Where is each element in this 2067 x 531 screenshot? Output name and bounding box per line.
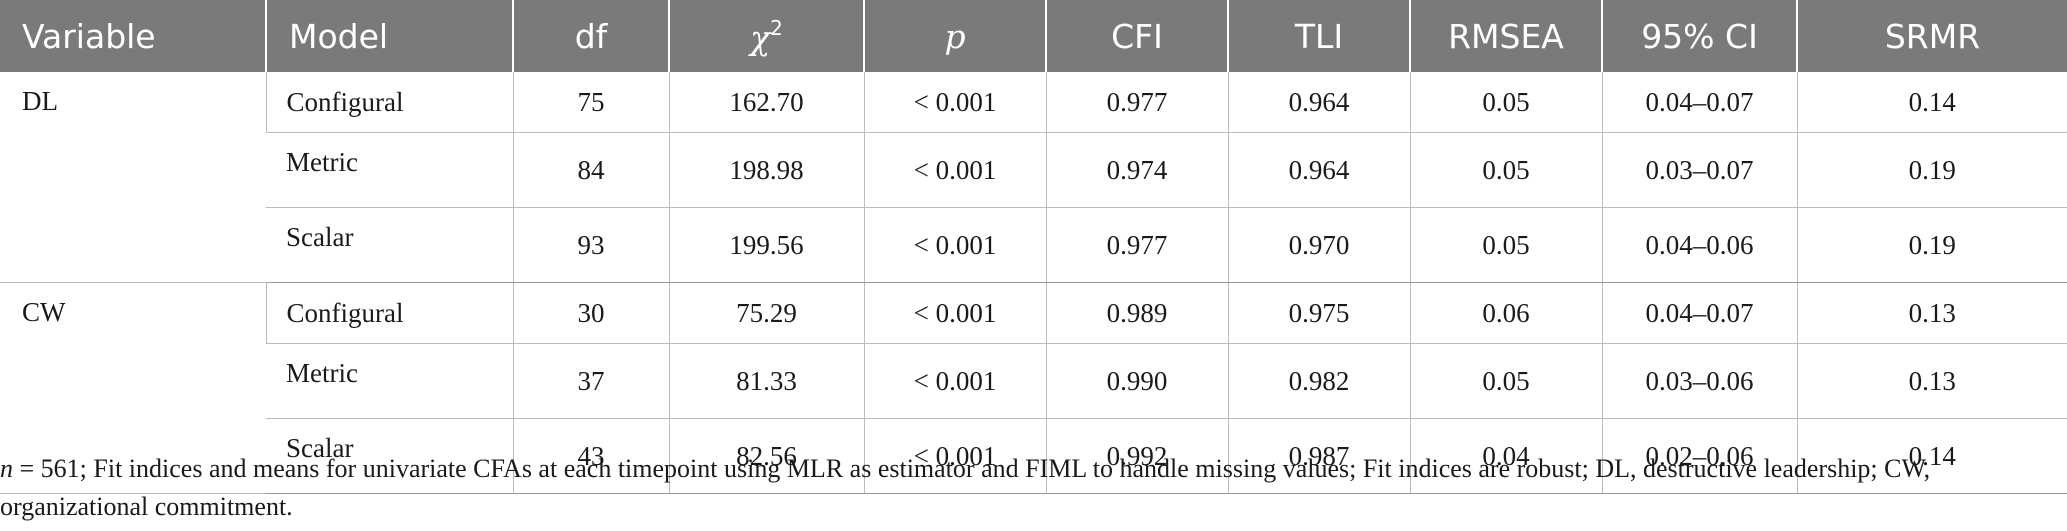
header-variable: Variable bbox=[0, 0, 266, 72]
variable-cell: DL bbox=[0, 72, 266, 283]
srmr-cell: 0.13 bbox=[1796, 343, 2067, 419]
srmr-cell: 0.13 bbox=[1796, 282, 2067, 344]
table-row: Scalar 93 199.56 < 0.001 0.977 0.970 0.0… bbox=[0, 207, 2067, 283]
srmr-cell: 0.14 bbox=[1796, 72, 2067, 133]
model-cell: Metric bbox=[266, 132, 513, 208]
p-cell: < 0.001 bbox=[863, 282, 1046, 344]
header-row: Variable Model df χ2 p CFI TLI RMSEA 95%… bbox=[0, 0, 2067, 72]
rmsea-cell: 0.05 bbox=[1409, 132, 1602, 208]
table-row: CW Configural 30 75.29 < 0.001 0.989 0.9… bbox=[0, 282, 2067, 494]
header-df: df bbox=[512, 0, 669, 72]
rmsea-cell: 0.05 bbox=[1409, 207, 1602, 283]
table-row: Metric 84 198.98 < 0.001 0.974 0.964 0.0… bbox=[0, 132, 2067, 208]
cfi-cell: 0.992 bbox=[1045, 418, 1228, 494]
header-tli: TLI bbox=[1227, 0, 1410, 72]
header-ci: 95% CI bbox=[1601, 0, 1797, 72]
model-cell: Configural bbox=[265, 282, 513, 344]
ci-cell: 0.03–0.06 bbox=[1601, 343, 1797, 419]
chi-superscript: 2 bbox=[770, 15, 783, 40]
header-model: Model bbox=[265, 0, 513, 72]
df-cell: 75 bbox=[512, 72, 669, 133]
df-cell: 93 bbox=[512, 207, 669, 283]
p-cell: < 0.001 bbox=[863, 132, 1046, 208]
cfi-cell: 0.974 bbox=[1045, 132, 1228, 208]
ci-cell: 0.03–0.07 bbox=[1601, 132, 1797, 208]
model-cell: Configural bbox=[265, 72, 513, 133]
srmr-cell: 0.19 bbox=[1796, 132, 2067, 208]
header-srmr: SRMR bbox=[1796, 0, 2067, 72]
cfi-cell: 0.977 bbox=[1045, 207, 1228, 283]
df-cell: 37 bbox=[512, 343, 669, 419]
chi2-cell: 75.29 bbox=[668, 282, 864, 344]
footnote-n-symbol: n bbox=[0, 454, 13, 483]
df-cell: 84 bbox=[512, 132, 669, 208]
tli-cell: 0.970 bbox=[1227, 207, 1410, 283]
chi2-cell: 199.56 bbox=[668, 207, 864, 283]
fit-indices-table-container: Variable Model df χ2 p CFI TLI RMSEA 95%… bbox=[0, 0, 2067, 494]
header-chi-square: χ2 bbox=[668, 0, 864, 72]
chi2-cell: 162.70 bbox=[668, 72, 864, 133]
chi2-cell: 198.98 bbox=[668, 132, 864, 208]
rmsea-cell: 0.04 bbox=[1409, 418, 1602, 494]
tli-cell: 0.982 bbox=[1227, 343, 1410, 419]
tli-cell: 0.987 bbox=[1227, 418, 1410, 494]
p-cell: < 0.001 bbox=[863, 207, 1046, 283]
df-cell: 43 bbox=[512, 418, 669, 494]
p-symbol: p bbox=[944, 16, 966, 56]
ci-cell: 0.04–0.07 bbox=[1601, 282, 1797, 344]
p-cell: < 0.001 bbox=[863, 418, 1046, 494]
table-row: Metric 37 81.33 < 0.001 0.990 0.982 0.05… bbox=[0, 343, 2067, 419]
cfi-cell: 0.990 bbox=[1045, 343, 1228, 419]
model-cell: Scalar bbox=[266, 418, 513, 494]
footnote-text: = 561; Fit indices and means for univari… bbox=[0, 454, 1931, 521]
p-cell: < 0.001 bbox=[863, 72, 1046, 133]
cfi-cell: 0.977 bbox=[1045, 72, 1228, 133]
tli-cell: 0.964 bbox=[1227, 132, 1410, 208]
ci-cell: 0.04–0.06 bbox=[1601, 207, 1797, 283]
model-cell: Scalar bbox=[266, 207, 513, 283]
chi2-cell: 81.33 bbox=[668, 343, 864, 419]
table-footnote: n = 561; Fit indices and means for univa… bbox=[0, 450, 2040, 526]
header-p: p bbox=[863, 0, 1046, 72]
chi2-cell: 82.56 bbox=[668, 418, 864, 494]
table-row: Scalar 43 82.56 < 0.001 0.992 0.987 0.04… bbox=[0, 418, 2067, 494]
tli-cell: 0.964 bbox=[1227, 72, 1410, 133]
p-cell: < 0.001 bbox=[863, 343, 1046, 419]
ci-cell: 0.02–0.06 bbox=[1601, 418, 1797, 494]
fit-indices-table: Variable Model df χ2 p CFI TLI RMSEA 95%… bbox=[0, 0, 2067, 494]
table-row: DL Configural 75 162.70 < 0.001 0.977 0.… bbox=[0, 72, 2067, 283]
rmsea-cell: 0.05 bbox=[1409, 72, 1602, 133]
rmsea-cell: 0.05 bbox=[1409, 343, 1602, 419]
header-cfi: CFI bbox=[1045, 0, 1228, 72]
chi-symbol: χ bbox=[750, 17, 771, 57]
rmsea-cell: 0.06 bbox=[1409, 282, 1602, 344]
srmr-cell: 0.14 bbox=[1796, 418, 2067, 494]
header-rmsea: RMSEA bbox=[1409, 0, 1602, 72]
model-cell: Metric bbox=[266, 343, 513, 419]
tli-cell: 0.975 bbox=[1227, 282, 1410, 344]
variable-cell: CW bbox=[0, 282, 266, 494]
srmr-cell: 0.19 bbox=[1796, 207, 2067, 283]
cfi-cell: 0.989 bbox=[1045, 282, 1228, 344]
df-cell: 30 bbox=[512, 282, 669, 344]
ci-cell: 0.04–0.07 bbox=[1601, 72, 1797, 133]
